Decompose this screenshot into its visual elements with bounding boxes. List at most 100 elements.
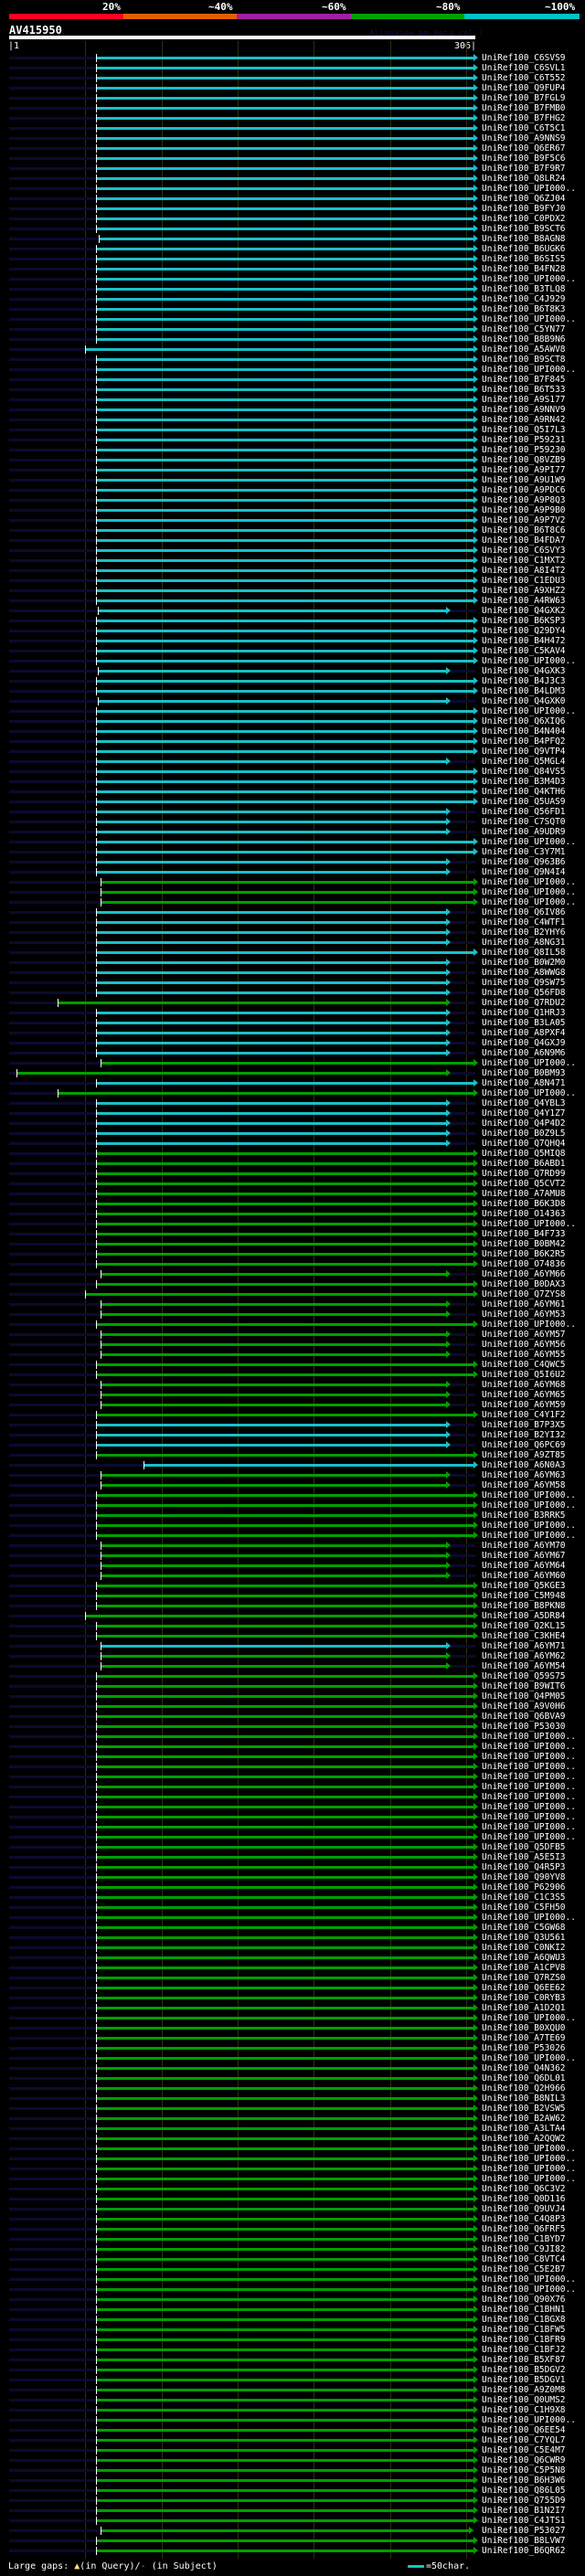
alignment-row[interactable]: UniRef100_Q7RD99 <box>0 1169 585 1179</box>
hit-label[interactable]: UniRef100_C1BFJ2 <box>482 2345 566 2355</box>
hit-bar[interactable] <box>96 951 474 954</box>
hit-label[interactable]: UniRef100_UPI000.. <box>482 2053 576 2063</box>
hit-bar[interactable] <box>96 2268 474 2271</box>
hit-label[interactable]: UniRef100_Q6CWR9 <box>482 2455 566 2465</box>
hit-label[interactable]: UniRef100_Q4GXK2 <box>482 606 566 616</box>
alignment-row[interactable]: UniRef100_B6H3W6 <box>0 2475 585 2486</box>
alignment-row[interactable]: UniRef100_Q5KGE3 <box>0 1581 585 1591</box>
hit-bar[interactable] <box>96 760 447 763</box>
alignment-row[interactable]: UniRef100_C4Y1F2 <box>0 1410 585 1420</box>
hit-label[interactable]: UniRef100_A6YM53 <box>482 1309 566 1320</box>
hit-bar[interactable] <box>96 1987 474 1989</box>
hit-bar[interactable] <box>96 1223 474 1225</box>
alignment-row[interactable]: UniRef100_B5DGV2 <box>0 2365 585 2375</box>
hit-label[interactable]: UniRef100_UPI000.. <box>482 897 576 907</box>
hit-label[interactable]: UniRef100_B6UGK6 <box>482 244 566 254</box>
hit-bar[interactable] <box>96 2157 474 2160</box>
hit-label[interactable]: UniRef100_A6N9M6 <box>482 1048 566 1058</box>
hit-label[interactable]: UniRef100_C1BGX8 <box>482 2315 566 2325</box>
alignment-row[interactable]: UniRef100_P53027 <box>0 2526 585 2536</box>
hit-label[interactable]: UniRef100_UPI000.. <box>482 1822 576 1832</box>
hit-label[interactable]: UniRef100_C6T552 <box>482 73 566 83</box>
hit-label[interactable]: UniRef100_C5E2B7 <box>482 2264 566 2274</box>
alignment-row[interactable]: UniRef100_Q7QHQ4 <box>0 1139 585 1149</box>
hit-label[interactable]: UniRef100_Q56FD1 <box>482 807 566 817</box>
alignment-row[interactable]: UniRef100_B4FN28 <box>0 264 585 274</box>
hit-label[interactable]: UniRef100_Q4R5P3 <box>482 1862 566 1872</box>
hit-bar[interactable] <box>96 1896 474 1899</box>
alignment-row[interactable]: UniRef100_B7FMB0 <box>0 103 585 113</box>
alignment-row[interactable]: UniRef100_C6T552 <box>0 73 585 83</box>
alignment-row[interactable]: UniRef100_B3RRK5 <box>0 1511 585 1521</box>
hit-bar[interactable] <box>96 991 447 994</box>
alignment-row[interactable]: UniRef100_A6YM54 <box>0 1661 585 1671</box>
hit-label[interactable]: UniRef100_Q8IL58 <box>482 948 566 958</box>
hit-label[interactable]: UniRef100_Q8VZB9 <box>482 455 566 465</box>
hit-label[interactable]: UniRef100_A6YM54 <box>482 1661 566 1671</box>
hit-bar[interactable] <box>96 2198 474 2200</box>
alignment-row[interactable]: UniRef100_Q86L05 <box>0 2486 585 2496</box>
hit-label[interactable]: UniRef100_A9NNV9 <box>482 405 566 415</box>
hit-label[interactable]: UniRef100_UPI000.. <box>482 2274 576 2284</box>
hit-bar[interactable] <box>96 1042 447 1044</box>
hit-label[interactable]: UniRef100_UPI000.. <box>482 365 576 375</box>
hit-label[interactable]: UniRef100_Q4YBL3 <box>482 1098 566 1108</box>
alignment-row[interactable]: UniRef100_C0PDX2 <box>0 214 585 224</box>
alignment-row[interactable]: UniRef100_O74836 <box>0 1259 585 1269</box>
hit-label[interactable]: UniRef100_C4Q8P3 <box>482 2214 566 2224</box>
hit-label[interactable]: UniRef100_UPI000.. <box>482 706 576 716</box>
alignment-row[interactable]: UniRef100_B3M4D3 <box>0 777 585 787</box>
alignment-row[interactable]: UniRef100_A5E5I3 <box>0 1852 585 1862</box>
alignment-row[interactable]: UniRef100_UPI000.. <box>0 2284 585 2295</box>
hit-label[interactable]: UniRef100_A8PXF4 <box>482 1028 566 1038</box>
hit-bar[interactable] <box>96 2037 474 2040</box>
alignment-row[interactable]: UniRef100_B7FGL9 <box>0 93 585 103</box>
hit-label[interactable]: UniRef100_B4LDM3 <box>482 686 566 696</box>
hit-label[interactable]: UniRef100_Q6DL01 <box>482 2073 566 2083</box>
alignment-row[interactable]: UniRef100_A6YM62 <box>0 1651 585 1661</box>
hit-label[interactable]: UniRef100_A9V0H6 <box>482 1701 566 1712</box>
hit-bar[interactable] <box>96 1253 474 1256</box>
hit-label[interactable]: UniRef100_C1H9X8 <box>482 2405 566 2415</box>
hit-label[interactable]: UniRef100_C4QWC5 <box>482 1360 566 1370</box>
hit-label[interactable]: UniRef100_UPI000.. <box>482 2284 576 2295</box>
hit-bar[interactable] <box>96 1363 474 1366</box>
hit-bar[interactable] <box>96 298 474 301</box>
hit-label[interactable]: UniRef100_A6YM55 <box>482 1350 566 1360</box>
alignment-row[interactable]: UniRef100_B0BM42 <box>0 1239 585 1249</box>
hit-bar[interactable] <box>96 1213 474 1215</box>
alignment-row[interactable]: UniRef100_Q6EE62 <box>0 1983 585 1993</box>
alignment-row[interactable]: UniRef100_Q6ZJ04 <box>0 194 585 204</box>
hit-bar[interactable] <box>96 67 474 69</box>
hit-label[interactable]: UniRef100_P53026 <box>482 2043 566 2053</box>
hit-bar[interactable] <box>101 1303 447 1306</box>
hit-bar[interactable] <box>96 2007 474 2009</box>
hit-bar[interactable] <box>96 1725 474 1728</box>
hit-label[interactable]: UniRef100_A9PI77 <box>482 465 566 475</box>
hit-label[interactable]: UniRef100_B6K3D8 <box>482 1199 566 1209</box>
hit-label[interactable]: UniRef100_UPI000.. <box>482 1802 576 1812</box>
hit-label[interactable]: UniRef100_B8AGN8 <box>482 234 566 244</box>
hit-label[interactable]: UniRef100_C0NKI2 <box>482 1943 566 1953</box>
hit-label[interactable]: UniRef100_Q84VS5 <box>482 767 566 777</box>
hit-label[interactable]: UniRef100_C4WTF1 <box>482 917 566 928</box>
hit-label[interactable]: UniRef100_UPI000.. <box>482 1521 576 1531</box>
hit-label[interactable]: UniRef100_UPI000.. <box>482 1792 576 1802</box>
hit-label[interactable]: UniRef100_P59230 <box>482 445 566 455</box>
alignment-row[interactable]: UniRef100_B4PFQ2 <box>0 737 585 747</box>
alignment-row[interactable]: UniRef100_Q5MGL4 <box>0 757 585 767</box>
alignment-row[interactable]: UniRef100_UPI000.. <box>0 365 585 375</box>
alignment-row[interactable]: UniRef100_UPI000.. <box>0 2053 585 2063</box>
hit-bar[interactable] <box>101 1655 447 1658</box>
hit-label[interactable]: UniRef100_A6YM65 <box>482 1390 566 1400</box>
hit-label[interactable]: UniRef100_Q4KTH6 <box>482 787 566 797</box>
hit-bar[interactable] <box>96 248 474 250</box>
hit-bar[interactable] <box>96 1605 474 1607</box>
alignment-row[interactable]: UniRef100_A9U1W9 <box>0 475 585 485</box>
hit-label[interactable]: UniRef100_UPI000.. <box>482 1752 576 1762</box>
hit-bar[interactable] <box>96 660 474 663</box>
hit-bar[interactable] <box>96 831 447 833</box>
hit-label[interactable]: UniRef100_B0BM93 <box>482 1068 566 1078</box>
hit-label[interactable]: UniRef100_C1BFR9 <box>482 2335 566 2345</box>
hit-bar[interactable] <box>96 2067 474 2070</box>
